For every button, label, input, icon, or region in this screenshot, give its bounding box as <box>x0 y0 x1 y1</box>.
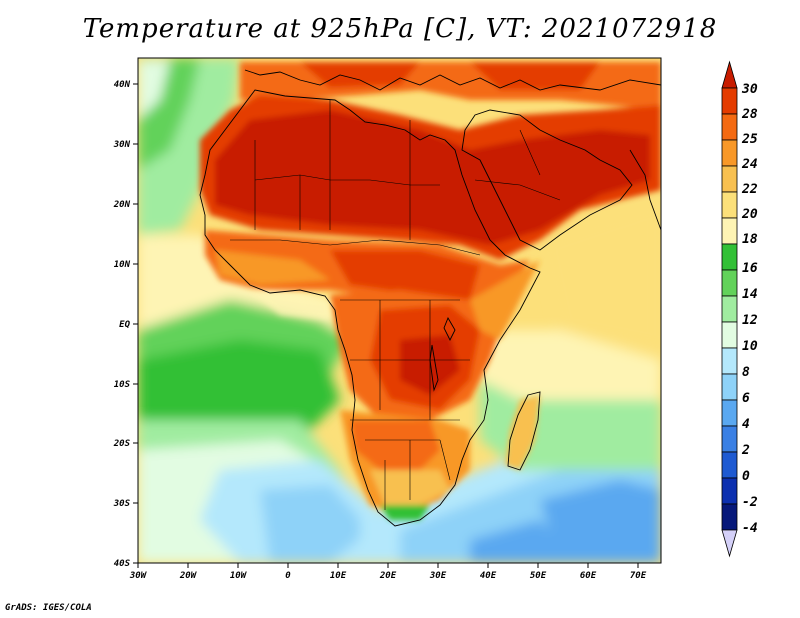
colorbar-cap-top <box>721 60 738 89</box>
lon-label: 40E <box>480 571 497 581</box>
colorbar-label: 18 <box>742 232 758 247</box>
lon-label: 30E <box>429 571 447 581</box>
colorbar-label: 14 <box>742 287 758 302</box>
longitude-labels: 30W 20W 10W 0 10E 20E 30E 40E 50E 60E 70… <box>129 571 647 581</box>
colorbar-label: 12 <box>742 313 758 328</box>
map-frame <box>137 57 662 564</box>
lon-label: 10E <box>330 571 347 581</box>
colorbar-label: -2 <box>742 495 758 510</box>
colorbar-segment <box>721 139 738 167</box>
temperature-field <box>138 58 661 563</box>
colorbar-label: 30 <box>741 82 758 97</box>
colorbar-label: 6 <box>742 391 750 406</box>
colorbar-label: 10 <box>742 339 758 354</box>
colorbar-segment <box>721 295 738 323</box>
colorbar-label: 22 <box>741 182 758 197</box>
colorbar-segment <box>721 165 738 193</box>
lat-label: 10N <box>114 260 131 270</box>
colorbar-labels: 30 28 25 24 22 20 18 16 14 12 10 8 6 4 2… <box>741 82 758 536</box>
lat-label: 10S <box>114 380 131 390</box>
lat-label: EQ <box>119 320 130 330</box>
lon-label: 20W <box>179 571 198 581</box>
colorbar-segment <box>721 347 738 375</box>
colorbar-label: 4 <box>742 417 750 432</box>
latitude-labels: 40N 30N 20N 10N EQ 10S 20S 30S 40S <box>113 80 131 569</box>
colorbar-segment <box>721 243 738 271</box>
lat-label: 40N <box>114 80 131 90</box>
colorbar-label: 24 <box>741 157 758 172</box>
footer-credit: GrADS: IGES/COLA <box>5 603 92 613</box>
colorbar-segment <box>721 425 738 453</box>
lat-label: 30N <box>113 140 131 150</box>
lon-label: 30W <box>129 571 148 581</box>
colorbar-label: 2 <box>741 443 750 458</box>
colorbar-segment <box>721 87 738 115</box>
colorbar-label: 0 <box>742 469 750 484</box>
colorbar-label: 16 <box>742 261 758 276</box>
coastline-layer <box>199 69 661 527</box>
colorbar-segment <box>721 191 738 219</box>
lon-label: 50E <box>530 571 547 581</box>
colorbar <box>721 60 738 558</box>
colorbar-segment <box>721 321 738 349</box>
colorbar-segment <box>721 373 738 401</box>
lat-label: 40S <box>114 559 131 569</box>
lat-label: 20N <box>113 200 131 210</box>
colorbar-segment <box>721 503 738 531</box>
colorbar-label: 28 <box>741 107 758 122</box>
colorbar-segment <box>721 113 738 141</box>
lon-label: 60E <box>580 571 597 581</box>
lon-label: 20E <box>379 571 397 581</box>
chart-title: Temperature at 925hPa [C], VT: 202107291… <box>82 14 718 44</box>
axis-ticks <box>133 83 639 568</box>
colorbar-segment <box>721 269 738 297</box>
colorbar-label: -4 <box>742 521 758 536</box>
colorbar-label: 25 <box>741 132 758 147</box>
colorbar-segment <box>721 477 738 505</box>
colorbar-cap-bottom <box>721 529 738 558</box>
lon-label: 10W <box>230 571 248 581</box>
colorbar-segment <box>721 217 738 245</box>
lat-label: 30S <box>113 499 131 509</box>
colorbar-segment <box>721 399 738 427</box>
lon-label: 0 <box>285 571 291 581</box>
lon-label: 70E <box>630 571 647 581</box>
colorbar-label: 8 <box>742 365 750 380</box>
lat-label: 20S <box>113 439 131 449</box>
colorbar-segment <box>721 451 738 479</box>
colorbar-label: 20 <box>741 207 758 222</box>
